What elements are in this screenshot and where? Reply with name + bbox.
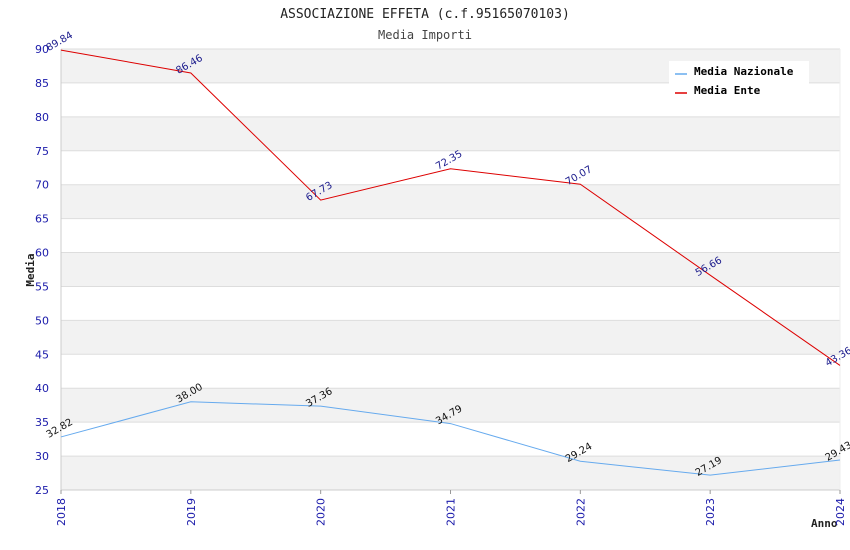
y-tick-label: 90 [35,43,49,56]
y-tick-label: 65 [35,213,49,226]
grid-band [61,184,840,219]
series-lines [60,49,841,476]
y-tick-label: 50 [35,314,49,327]
grid-band [61,456,840,490]
y-tick-label: 70 [35,179,49,192]
y-tick-label: 35 [35,416,49,429]
grid-band [61,388,840,423]
x-axis-label: Anno [811,517,838,530]
grid-band [61,252,840,287]
x-tick-label: 2020 [315,498,328,526]
y-tick-labels: 25 30 35 40 45 50 55 60 65 70 75 80 85 90 [35,43,49,497]
legend-entry-media-ente: Media Ente [694,84,761,97]
series-line-media-nazionale [60,401,841,476]
grid-band [61,150,840,185]
legend-box [669,61,809,101]
x-tick-label: 2022 [574,498,587,526]
y-tick-label: 40 [35,382,49,395]
y-tick-label: 85 [35,77,49,90]
grid-band [61,116,840,151]
grid-band [61,354,840,389]
grid-lines [61,48,840,491]
grid-band [61,218,840,253]
grid-band [61,286,840,321]
chart-title: ASSOCIAZIONE EFFETA (c.f.95165070103) [280,7,570,22]
y-tick-label: 45 [35,348,49,361]
grid-band [61,320,840,355]
y-tick-label: 75 [35,145,49,158]
y-tick-label: 25 [35,484,49,497]
x-tick-label: 2019 [185,498,198,526]
x-tick-label: 2021 [445,498,458,526]
legend-entry-media-nazionale: Media Nazionale [694,65,794,78]
grid-band [61,422,840,457]
x-tick-labels: 2018 2019 2020 2021 2022 2023 2024 [55,490,847,526]
y-tick-label: 60 [35,247,49,260]
y-axis-label: Media [24,253,37,286]
x-tick-label: 2023 [704,498,717,526]
chart-subtitle: Media Importi [378,28,472,42]
y-tick-label: 55 [35,280,49,293]
series-line-media-ente [60,49,841,366]
y-tick-label: 30 [35,450,49,463]
x-tick-label: 2018 [55,498,68,526]
x-tick-label: 2024 [834,498,847,526]
y-tick-label: 80 [35,111,49,124]
legend: Media Nazionale Media Ente [669,61,809,101]
